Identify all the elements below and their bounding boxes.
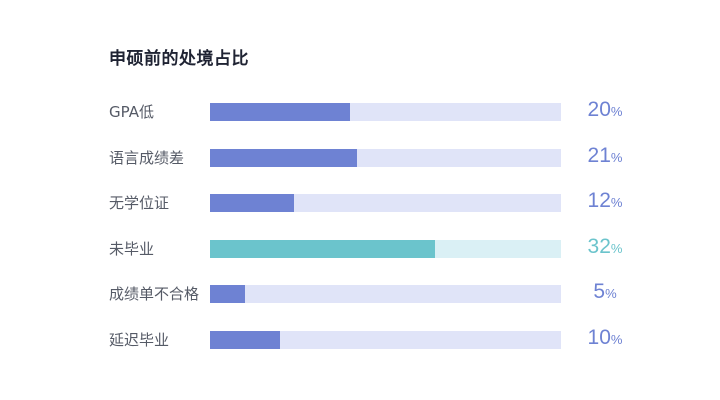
bar-row: 成绩单不合格 5% xyxy=(0,280,720,308)
category-label: 未毕业 xyxy=(109,239,155,258)
data-label: 32% xyxy=(575,235,635,259)
bar-row: 未毕业 32% xyxy=(0,235,720,263)
data-label-unit: % xyxy=(610,332,623,347)
bar xyxy=(210,239,435,258)
data-label-value: 5 xyxy=(593,280,606,304)
data-label-value: 32 xyxy=(587,234,611,258)
category-label: GPA低 xyxy=(109,103,154,121)
bar-row: 语言成绩差 21% xyxy=(0,144,720,172)
data-label-value: 12 xyxy=(587,189,611,213)
bar-track xyxy=(210,331,561,349)
bar-row: 延迟毕业 10% xyxy=(0,326,720,354)
data-label: 21% xyxy=(575,144,635,168)
data-label-value: 10 xyxy=(587,326,611,349)
data-label: 10% xyxy=(575,326,635,350)
data-label-unit: % xyxy=(605,286,617,302)
bar-row: GPA低 20% xyxy=(0,98,720,126)
bar-track xyxy=(210,239,561,258)
data-label-unit: % xyxy=(610,149,623,165)
data-label-value: 21 xyxy=(587,143,611,167)
bar-row: 无学位证 12% xyxy=(0,189,720,217)
bar-track xyxy=(210,148,561,167)
bar xyxy=(210,148,358,167)
bar xyxy=(210,285,246,304)
bar-track xyxy=(210,285,561,304)
data-label-unit: % xyxy=(610,240,623,256)
chart-title: 申硕前的处境占比 xyxy=(109,49,249,69)
bar xyxy=(210,331,281,349)
bar xyxy=(210,103,351,121)
bar-track xyxy=(210,194,561,213)
data-label-value: 20 xyxy=(587,98,611,121)
data-label: 20% xyxy=(575,98,635,122)
bar xyxy=(210,194,295,213)
category-label: 语言成绩差 xyxy=(109,148,185,167)
category-label: 成绩单不合格 xyxy=(109,285,200,304)
bar-track xyxy=(210,103,561,121)
data-label: 12% xyxy=(575,189,635,213)
data-label: 5% xyxy=(575,280,635,304)
category-label: 无学位证 xyxy=(109,194,170,213)
data-label-unit: % xyxy=(610,104,623,119)
category-label: 延迟毕业 xyxy=(109,331,170,349)
data-label-unit: % xyxy=(610,195,623,211)
